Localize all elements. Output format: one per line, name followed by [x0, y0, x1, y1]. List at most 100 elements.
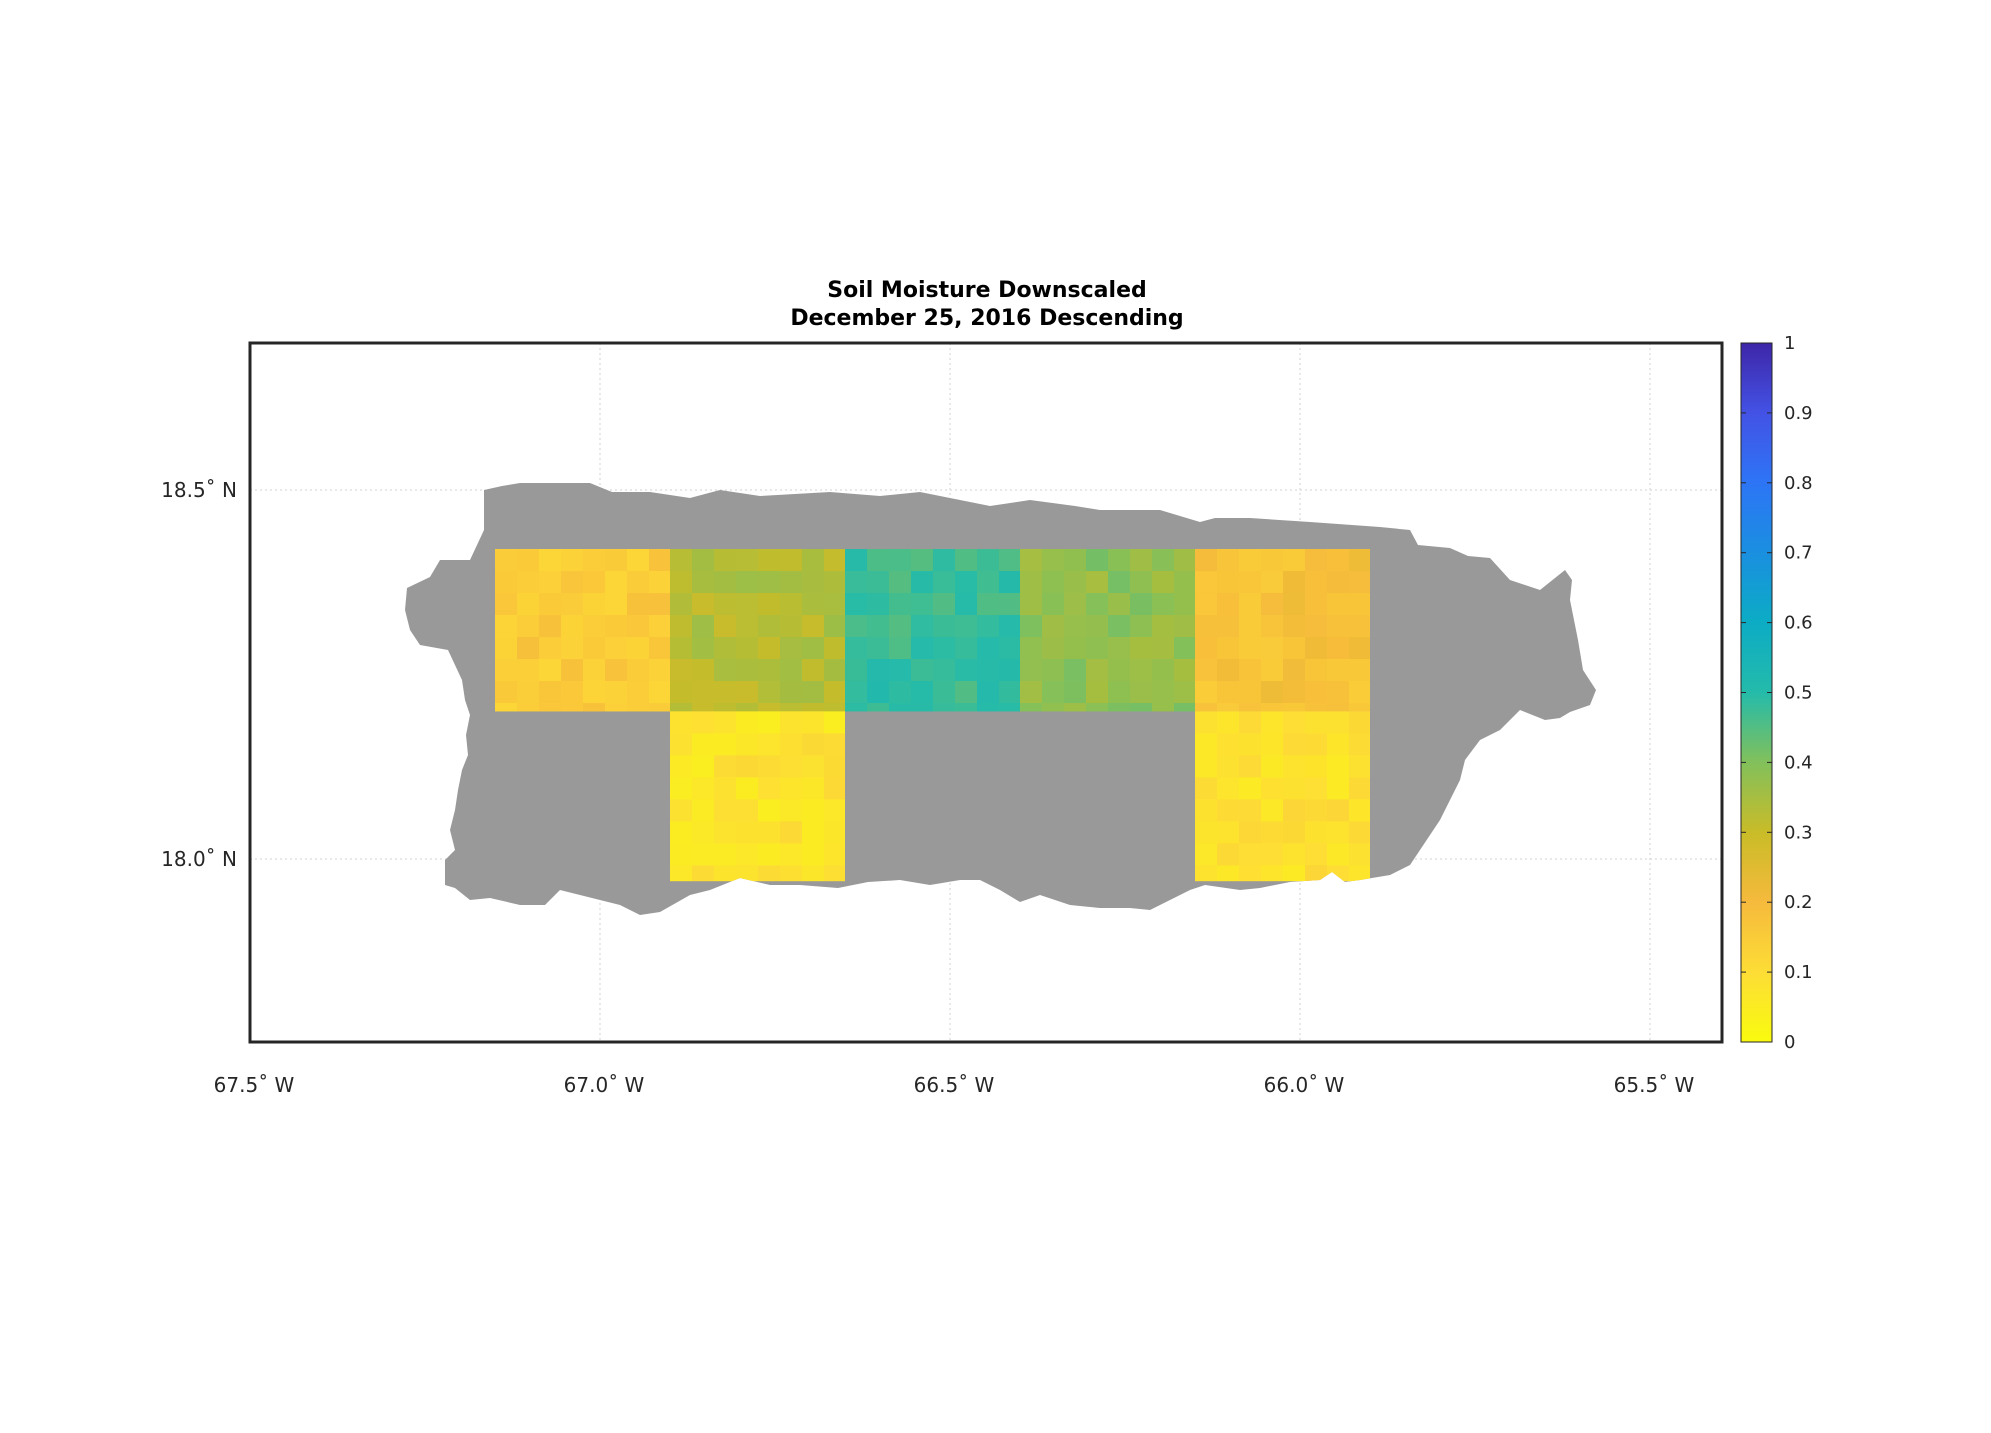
- tile-cell: [1086, 637, 1108, 660]
- tile-cell: [1108, 703, 1130, 712]
- tile-cell: [1261, 637, 1283, 660]
- x-tick-label: 65.5˚ W: [1614, 1073, 1695, 1097]
- tile-cell: [1217, 571, 1239, 594]
- tile-cell: [911, 593, 933, 616]
- tile-cell: [736, 615, 758, 638]
- tile-cell: [1108, 549, 1130, 572]
- tile-cell: [1327, 615, 1349, 638]
- tile-cell: [1042, 703, 1064, 712]
- tile-cell: [802, 615, 824, 638]
- tile-cell: [1239, 637, 1261, 660]
- tile-cell: [1086, 615, 1108, 638]
- tile-cell: [802, 637, 824, 660]
- tile-cell: [1217, 711, 1239, 734]
- tile-cell: [517, 659, 539, 682]
- tile-cell: [670, 593, 692, 616]
- tile-cell: [1217, 593, 1239, 616]
- tile-cell: [1174, 593, 1195, 616]
- tile-cell: [780, 799, 802, 822]
- tile-cell: [495, 571, 517, 594]
- tile-cell: [1152, 571, 1174, 594]
- tile-cell: [517, 681, 539, 704]
- tile-cell: [889, 571, 911, 594]
- tile-cell: [889, 681, 911, 704]
- tile-cell: [824, 733, 845, 756]
- tile-cell: [1130, 571, 1152, 594]
- tile-cell: [1327, 755, 1349, 778]
- tile-cell: [649, 703, 670, 712]
- tile-cell: [802, 703, 824, 712]
- tile-cell: [517, 703, 539, 712]
- tile-cell: [1174, 637, 1195, 660]
- soil-moisture-tile: [1195, 711, 1370, 882]
- tile-cell: [1261, 799, 1283, 822]
- tile-cell: [649, 549, 670, 572]
- tile-cell: [780, 755, 802, 778]
- x-tick-label: 66.5˚ W: [914, 1073, 995, 1097]
- tile-cell: [1152, 593, 1174, 616]
- tile-cell: [1152, 637, 1174, 660]
- tile-cell: [780, 593, 802, 616]
- tile-cell: [780, 711, 802, 734]
- tile-cell: [802, 821, 824, 844]
- tile-cell: [714, 637, 736, 660]
- tile-cell: [824, 703, 845, 712]
- tile-cell: [802, 659, 824, 682]
- tile-cell: [758, 593, 780, 616]
- tile-cell: [845, 681, 867, 704]
- tile-cell: [605, 659, 627, 682]
- tile-cell: [845, 571, 867, 594]
- x-tick-label: 67.0˚ W: [564, 1073, 645, 1097]
- tile-cell: [736, 593, 758, 616]
- tile-cell: [736, 777, 758, 800]
- tile-cell: [670, 843, 692, 866]
- tile-cell: [736, 799, 758, 822]
- colorbar-tick-label: 0.5: [1784, 683, 1813, 704]
- tile-cell: [1261, 843, 1283, 866]
- tile-cell: [1195, 659, 1217, 682]
- tile-cell: [583, 615, 605, 638]
- tile-cell: [845, 659, 867, 682]
- tile-cell: [867, 681, 889, 704]
- tile-cell: [1086, 703, 1108, 712]
- tile-cell: [1327, 711, 1349, 734]
- tile-cell: [1305, 549, 1327, 572]
- tile-cell: [1305, 703, 1327, 712]
- tile-cell: [977, 593, 999, 616]
- tile-cell: [1217, 681, 1239, 704]
- tile-cell: [911, 681, 933, 704]
- tile-cell: [1174, 615, 1195, 638]
- tile-cell: [1195, 637, 1217, 660]
- tile-cell: [692, 703, 714, 712]
- colorbar-tick-label: 0.6: [1784, 613, 1813, 634]
- tile-cell: [1130, 593, 1152, 616]
- tile-cell: [517, 615, 539, 638]
- tile-cell: [758, 777, 780, 800]
- tile-cell: [1261, 777, 1283, 800]
- tile-cell: [1152, 549, 1174, 572]
- tile-cell: [692, 777, 714, 800]
- tile-cell: [1064, 703, 1086, 712]
- tile-cell: [1349, 843, 1370, 866]
- tile-cell: [1042, 571, 1064, 594]
- tile-cell: [714, 799, 736, 822]
- tile-cell: [845, 637, 867, 660]
- tile-cell: [1217, 733, 1239, 756]
- tile-cell: [1195, 755, 1217, 778]
- tile-cell: [780, 777, 802, 800]
- tile-cell: [736, 865, 758, 882]
- tile-cell: [1349, 755, 1370, 778]
- tile-cell: [736, 637, 758, 660]
- tile-cell: [1305, 755, 1327, 778]
- tile-cell: [999, 703, 1020, 712]
- tile-cell: [1086, 659, 1108, 682]
- tile-cell: [1349, 821, 1370, 844]
- tile-cell: [758, 703, 780, 712]
- tile-cell: [1152, 659, 1174, 682]
- tile-cell: [977, 549, 999, 572]
- tile-cell: [1042, 593, 1064, 616]
- tile-cell: [933, 703, 955, 712]
- tile-cell: [802, 711, 824, 734]
- tile-cell: [1217, 659, 1239, 682]
- tile-cell: [692, 637, 714, 660]
